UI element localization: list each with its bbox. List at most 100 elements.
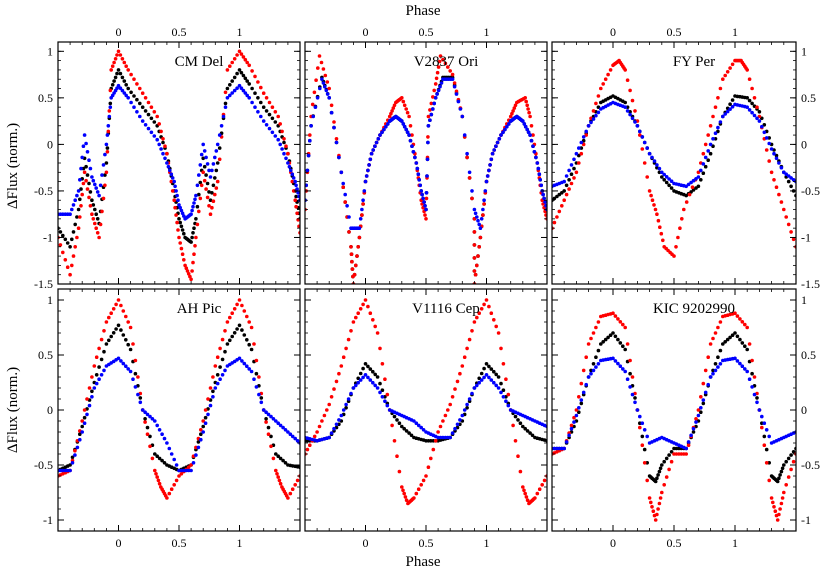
data-point xyxy=(267,126,272,131)
data-point xyxy=(90,389,94,394)
data-point xyxy=(436,88,441,93)
data-point xyxy=(270,105,275,109)
data-point xyxy=(760,414,764,419)
data-point xyxy=(161,137,165,141)
data-point xyxy=(426,114,431,119)
data-point xyxy=(656,473,660,477)
data-point xyxy=(567,433,571,438)
data-point xyxy=(208,403,213,408)
data-point xyxy=(718,320,723,324)
data-point xyxy=(462,408,467,412)
data-point xyxy=(276,454,281,459)
data-point xyxy=(611,356,615,361)
data-point xyxy=(510,111,514,116)
data-point xyxy=(76,207,81,212)
data-point xyxy=(680,217,684,221)
data-point xyxy=(218,377,222,382)
data-point xyxy=(121,333,126,337)
data-point xyxy=(106,129,111,134)
data-point xyxy=(313,105,318,109)
data-point xyxy=(773,509,778,513)
data-point xyxy=(657,501,662,506)
series-blue xyxy=(58,356,300,473)
data-point xyxy=(696,413,701,418)
data-point xyxy=(711,336,715,341)
data-point xyxy=(264,123,269,127)
data-point xyxy=(375,386,380,390)
data-point xyxy=(713,368,718,373)
data-point xyxy=(723,73,727,78)
data-point xyxy=(750,371,754,376)
data-point xyxy=(295,187,299,191)
data-point xyxy=(343,192,348,197)
data-point xyxy=(572,176,576,180)
data-point xyxy=(162,436,167,441)
data-point xyxy=(337,155,341,160)
data-point xyxy=(650,505,654,509)
data-point xyxy=(71,254,76,258)
y-tick-label-right: 0.5 xyxy=(801,348,816,362)
data-point xyxy=(782,463,786,467)
data-point xyxy=(482,198,486,202)
data-point xyxy=(689,190,693,194)
data-point xyxy=(261,119,266,123)
data-point xyxy=(416,423,421,428)
data-point xyxy=(162,461,167,465)
data-point xyxy=(426,140,430,145)
data-point xyxy=(713,331,718,335)
data-point xyxy=(479,378,484,382)
data-point xyxy=(223,101,228,106)
data-point xyxy=(419,425,424,430)
data-point xyxy=(613,334,618,339)
data-point xyxy=(82,170,87,175)
data-point xyxy=(339,413,344,418)
data-point xyxy=(157,456,162,461)
data-point xyxy=(90,175,94,179)
data-point xyxy=(684,184,688,189)
data-point xyxy=(128,347,133,352)
data-point xyxy=(157,142,161,147)
data-point xyxy=(84,141,88,146)
data-point xyxy=(103,183,107,188)
data-point xyxy=(481,207,485,212)
y-tick-label-left: 1 xyxy=(47,293,53,307)
data-point xyxy=(495,140,500,145)
data-point xyxy=(371,380,375,385)
data-point xyxy=(574,170,579,175)
data-point xyxy=(177,203,181,207)
data-point xyxy=(120,75,125,80)
data-point xyxy=(780,466,785,471)
data-point xyxy=(84,178,88,183)
data-point xyxy=(176,198,180,202)
data-point xyxy=(82,133,87,137)
data-point xyxy=(752,113,757,118)
data-point xyxy=(170,189,175,193)
data-point xyxy=(116,356,121,361)
data-point xyxy=(375,331,380,335)
data-point xyxy=(633,109,637,113)
data-point xyxy=(190,208,194,213)
data-point xyxy=(61,250,65,255)
data-point xyxy=(287,164,292,169)
data-point xyxy=(470,196,474,201)
data-point xyxy=(294,204,298,209)
data-point xyxy=(149,130,154,135)
data-point xyxy=(407,133,411,137)
data-point xyxy=(450,395,455,399)
data-point xyxy=(404,498,409,503)
data-point xyxy=(136,375,140,379)
data-point xyxy=(99,357,104,362)
data-point xyxy=(640,135,645,139)
data-point xyxy=(678,226,682,230)
data-point xyxy=(774,185,779,189)
y-tick-label-right: 1 xyxy=(801,293,807,307)
data-point xyxy=(774,153,779,158)
data-point xyxy=(438,424,443,429)
data-point xyxy=(728,66,732,70)
data-point xyxy=(225,68,230,72)
data-point xyxy=(674,452,679,456)
data-point xyxy=(254,385,259,389)
data-point xyxy=(332,426,336,431)
data-point xyxy=(431,447,436,452)
data-point xyxy=(228,93,232,98)
